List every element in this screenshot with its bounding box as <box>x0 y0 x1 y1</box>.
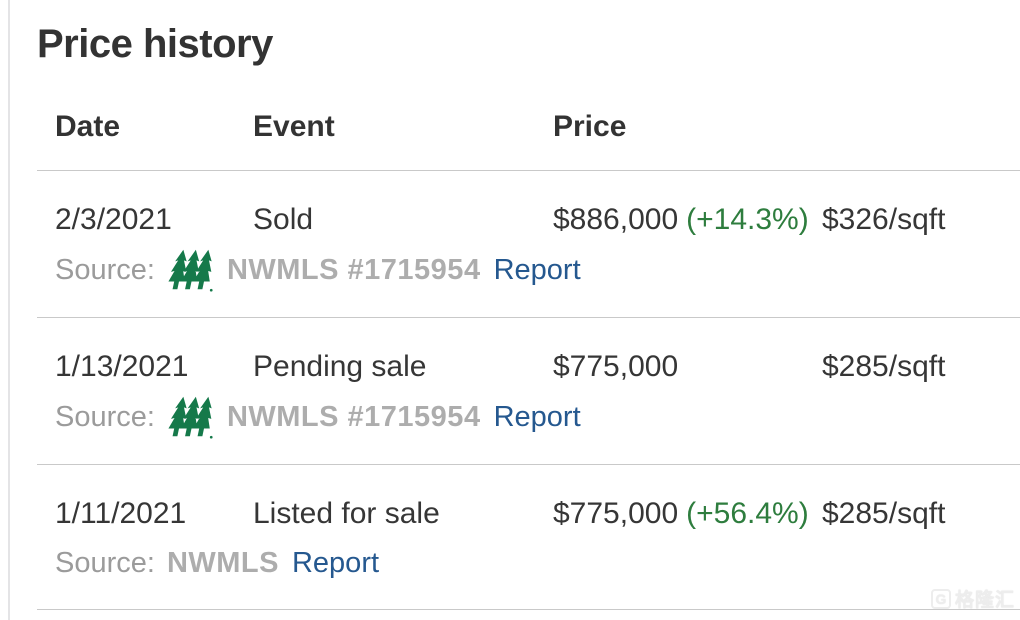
row-event: Pending sale <box>253 350 427 383</box>
table-header-row: Date Event Price <box>37 68 1020 171</box>
source-label: Source: <box>55 254 155 286</box>
row-price-per-sqft: $285/sqft <box>822 497 946 530</box>
row-price-change: (+14.3%) <box>686 203 809 236</box>
row-price: $886,000 <box>553 203 679 236</box>
source-label: Source: <box>55 547 155 579</box>
row-price: $775,000 <box>553 497 679 530</box>
report-link[interactable]: Report <box>291 547 380 579</box>
row-date: 2/3/2021 <box>55 203 172 236</box>
source-label: Source: <box>55 401 155 433</box>
price-history-table: Date Event Price 2/3/2021 Sold $886,000(… <box>37 68 1020 610</box>
watermark-text: 格隆汇 <box>954 590 1015 611</box>
row-price-change: (+56.4%) <box>686 497 809 530</box>
source-name: NWMLS #1715954 <box>226 254 481 286</box>
row-price-cell: $775,000 (+56.4%) <box>553 495 822 533</box>
row-price-cell: $775,000 <box>553 348 822 386</box>
report-link[interactable]: Report <box>493 254 581 286</box>
table-row: 1/11/2021 Listed for sale $775,000 (+56.4… <box>37 465 1020 610</box>
row-date: 1/13/2021 <box>55 350 189 383</box>
row-date: 1/11/2021 <box>55 497 187 530</box>
page-title: Price history <box>37 22 273 66</box>
row-price-per-sqft: $285/sqft <box>822 350 946 383</box>
row-source-line: Source: NWMLS #1715954 Report <box>37 394 1020 440</box>
row-event: Listed for sale <box>253 497 440 530</box>
nwmls-trees-icon <box>166 247 217 293</box>
source-name: NWMLS #1715954 <box>226 401 481 433</box>
price-history-section: Price history Date Event Price 2/3/2021 … <box>37 0 1020 610</box>
watermark-logo-icon: G <box>930 588 951 609</box>
table-row: 2/3/2021 Sold $886,000 (+14.3%) $326/sqft… <box>37 171 1020 318</box>
report-link[interactable]: Report <box>493 401 581 433</box>
row-price-per-sqft: $326/sqft <box>822 203 946 236</box>
source-name: NWMLS <box>166 547 279 579</box>
table-row: 1/13/2021 Pending sale $775,000 $285/sqf… <box>37 318 1020 465</box>
row-price: $775,000 <box>553 350 679 383</box>
column-header-event: Event <box>253 110 335 143</box>
column-header-date: Date <box>55 110 121 143</box>
column-header-price: Price <box>553 110 627 143</box>
row-source-line: Source: NWMLS Report <box>37 541 1020 585</box>
nwmls-trees-icon <box>166 394 217 440</box>
row-event: Sold <box>253 203 314 236</box>
row-source-line: Source: NWMLS #1715954 Report <box>37 247 1020 293</box>
watermark: G 格隆汇 <box>930 585 1015 612</box>
page-left-rule <box>8 0 10 620</box>
row-price-cell: $886,000 (+14.3%) <box>553 201 822 239</box>
